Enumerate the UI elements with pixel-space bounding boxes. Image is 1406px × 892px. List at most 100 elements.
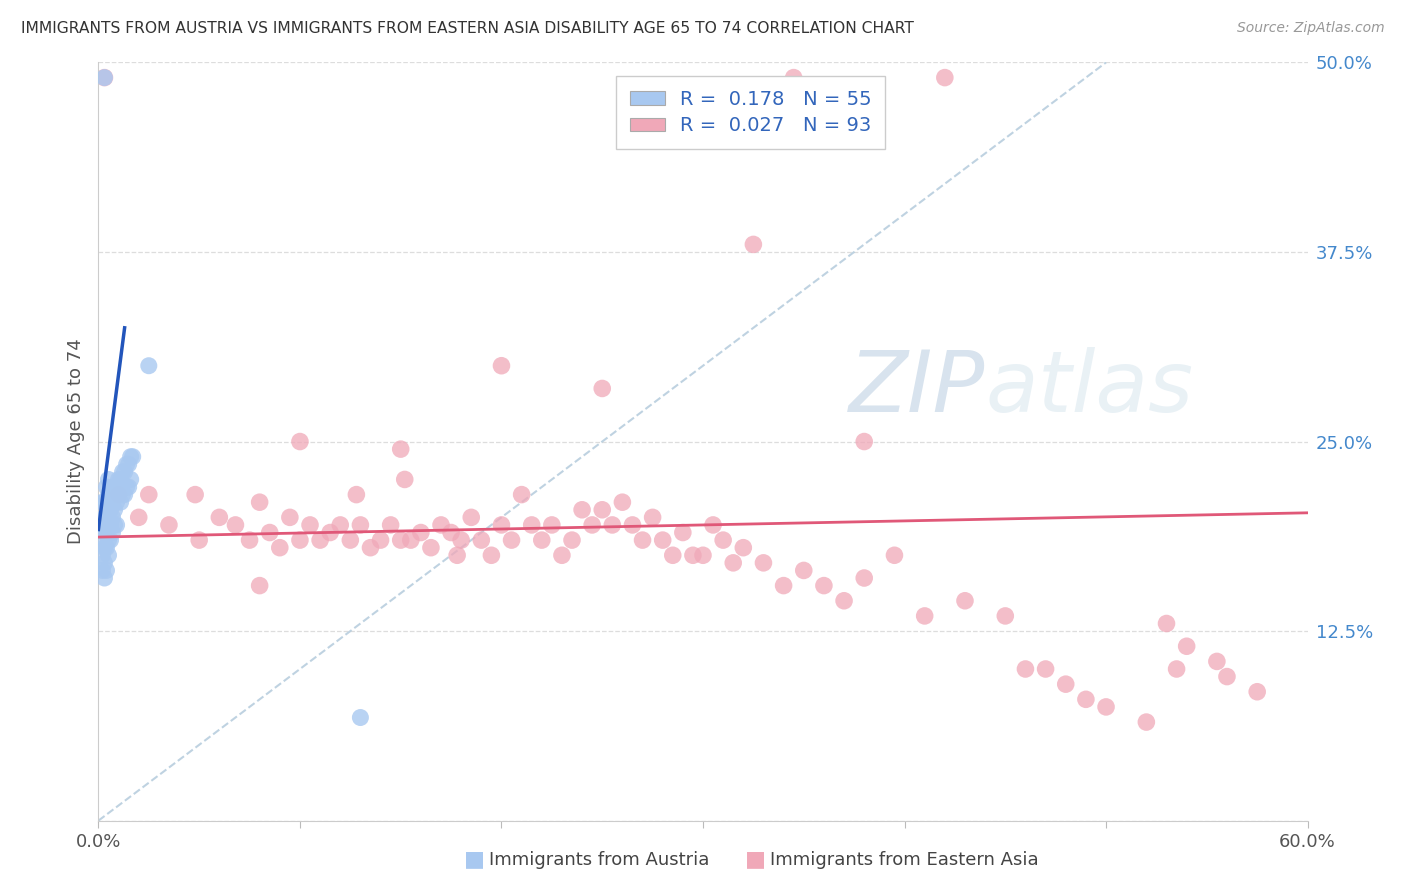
- Point: [1054, 677, 1077, 691]
- Point: [399, 533, 422, 548]
- Point: [93, 556, 115, 570]
- Point: [591, 503, 613, 517]
- Point: [883, 548, 905, 563]
- Point: [97, 517, 120, 532]
- Point: [470, 533, 492, 548]
- Point: [446, 548, 468, 563]
- Point: [329, 517, 352, 532]
- Point: [105, 480, 128, 494]
- Point: [111, 487, 134, 501]
- Point: [491, 359, 513, 373]
- Point: [832, 594, 855, 608]
- Point: [91, 533, 114, 548]
- Point: [339, 533, 361, 548]
- Point: [501, 533, 523, 548]
- Point: [1156, 616, 1178, 631]
- Point: [460, 510, 482, 524]
- Point: [138, 487, 160, 501]
- Point: [107, 487, 129, 501]
- Point: [91, 548, 114, 563]
- Point: [101, 480, 124, 494]
- Point: [101, 510, 124, 524]
- Point: [540, 517, 562, 532]
- Point: [120, 473, 142, 487]
- Point: [103, 503, 125, 517]
- Point: [1095, 699, 1118, 714]
- Point: [128, 510, 150, 524]
- Point: [934, 70, 956, 85]
- Point: [103, 487, 125, 501]
- Point: [93, 70, 115, 85]
- Point: [1074, 692, 1097, 706]
- Point: [420, 541, 443, 555]
- Point: [96, 480, 118, 494]
- Legend: R =  0.178   N = 55, R =  0.027   N = 93: R = 0.178 N = 55, R = 0.027 N = 93: [616, 76, 886, 149]
- Point: [97, 533, 120, 548]
- Point: [97, 548, 120, 563]
- Point: [581, 517, 603, 532]
- Point: [711, 533, 734, 548]
- Point: [93, 510, 115, 524]
- Point: [389, 533, 412, 548]
- Point: [111, 465, 134, 479]
- Point: [110, 495, 132, 509]
- Point: [100, 503, 122, 517]
- Point: [259, 525, 281, 540]
- Point: [651, 533, 673, 548]
- Point: [561, 533, 583, 548]
- Point: [299, 517, 322, 532]
- Point: [530, 533, 553, 548]
- Point: [661, 548, 683, 563]
- Point: [953, 594, 976, 608]
- Point: [269, 541, 291, 555]
- Point: [157, 517, 180, 532]
- Point: [100, 487, 122, 501]
- Point: [1166, 662, 1188, 676]
- Text: ■: ■: [464, 849, 485, 869]
- Text: atlas: atlas: [986, 347, 1194, 430]
- Point: [571, 503, 593, 517]
- Y-axis label: Disability Age 65 to 74: Disability Age 65 to 74: [67, 339, 86, 544]
- Point: [641, 510, 664, 524]
- Point: [1246, 685, 1268, 699]
- Point: [93, 571, 115, 585]
- Point: [1216, 669, 1239, 683]
- Point: [309, 533, 332, 548]
- Text: ZIP: ZIP: [849, 347, 986, 430]
- Point: [91, 495, 114, 509]
- Point: [491, 517, 513, 532]
- Point: [389, 442, 412, 457]
- Text: ■: ■: [745, 849, 766, 869]
- Point: [783, 70, 806, 85]
- Point: [631, 533, 654, 548]
- Point: [1135, 715, 1157, 730]
- Point: [1014, 662, 1036, 676]
- Point: [853, 571, 876, 585]
- Point: [349, 517, 371, 532]
- Point: [97, 503, 120, 517]
- Point: [772, 579, 794, 593]
- Text: Immigrants from Austria: Immigrants from Austria: [489, 851, 710, 869]
- Point: [692, 548, 714, 563]
- Point: [793, 564, 815, 578]
- Point: [96, 495, 118, 509]
- Point: [520, 517, 543, 532]
- Point: [224, 517, 246, 532]
- Point: [733, 541, 755, 555]
- Text: Source: ZipAtlas.com: Source: ZipAtlas.com: [1237, 21, 1385, 36]
- Point: [481, 548, 503, 563]
- Text: IMMIGRANTS FROM AUSTRIA VS IMMIGRANTS FROM EASTERN ASIA DISABILITY AGE 65 TO 74 : IMMIGRANTS FROM AUSTRIA VS IMMIGRANTS FR…: [21, 21, 914, 37]
- Point: [110, 473, 132, 487]
- Point: [380, 517, 402, 532]
- Point: [394, 473, 416, 487]
- Point: [702, 517, 724, 532]
- Point: [1035, 662, 1057, 676]
- Point: [91, 517, 114, 532]
- Point: [97, 487, 120, 501]
- Point: [621, 517, 644, 532]
- Point: [370, 533, 392, 548]
- Point: [101, 525, 124, 540]
- Point: [1206, 655, 1229, 669]
- Point: [288, 533, 311, 548]
- Point: [97, 473, 120, 487]
